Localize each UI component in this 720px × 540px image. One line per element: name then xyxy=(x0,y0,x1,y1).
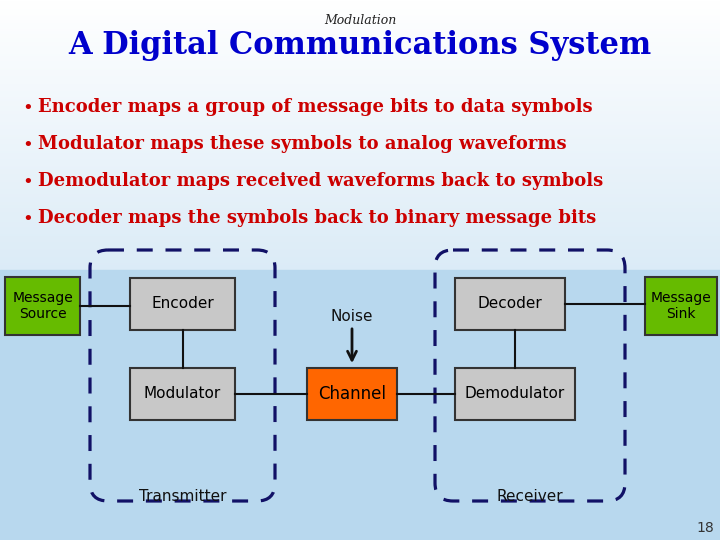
Text: •: • xyxy=(22,173,32,191)
Text: A Digital Communications System: A Digital Communications System xyxy=(68,30,652,61)
Text: Encoder maps a group of message bits to data symbols: Encoder maps a group of message bits to … xyxy=(38,98,593,116)
Text: Decoder: Decoder xyxy=(477,296,542,312)
Text: •: • xyxy=(22,210,32,228)
Text: Encoder: Encoder xyxy=(151,296,214,312)
Bar xyxy=(455,278,565,330)
Text: Receiver: Receiver xyxy=(497,489,563,504)
Bar xyxy=(130,368,235,420)
Text: Modulator maps these symbols to analog waveforms: Modulator maps these symbols to analog w… xyxy=(38,135,567,153)
Bar xyxy=(455,368,575,420)
Text: •: • xyxy=(22,99,32,117)
Text: Demodulator: Demodulator xyxy=(465,387,565,402)
Text: Message
Source: Message Source xyxy=(12,291,73,321)
Text: Modulation: Modulation xyxy=(324,14,396,27)
Bar xyxy=(307,368,397,420)
Text: Demodulator maps received waveforms back to symbols: Demodulator maps received waveforms back… xyxy=(38,172,603,190)
Text: Decoder maps the symbols back to binary message bits: Decoder maps the symbols back to binary … xyxy=(38,209,596,227)
Text: 18: 18 xyxy=(696,521,714,535)
Text: Modulator: Modulator xyxy=(144,387,221,402)
Bar xyxy=(5,277,80,335)
Bar xyxy=(130,278,235,330)
Text: Transmitter: Transmitter xyxy=(139,489,226,504)
Text: •: • xyxy=(22,136,32,154)
Text: Message
Sink: Message Sink xyxy=(651,291,711,321)
Text: Channel: Channel xyxy=(318,385,386,403)
Text: Noise: Noise xyxy=(330,309,373,324)
Bar xyxy=(645,277,717,335)
